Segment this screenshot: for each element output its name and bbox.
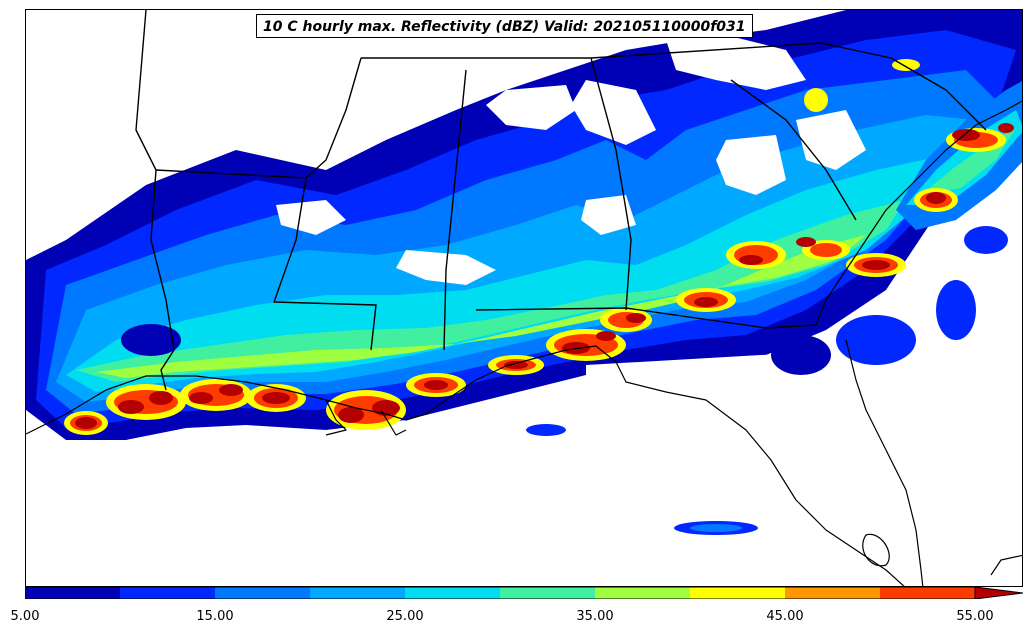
colorbar-segment — [25, 587, 121, 599]
reflectivity-map — [26, 10, 1022, 586]
scattered-cells — [121, 226, 1008, 535]
colorbar-segment — [215, 587, 311, 599]
colorbar-extend-arrow — [974, 587, 1023, 599]
colorbar-tick-label: 35.00 — [576, 609, 614, 624]
colorbar-segment — [500, 587, 596, 599]
map-frame — [25, 9, 1023, 587]
colorbar-segment — [310, 587, 406, 599]
coastline — [26, 100, 1022, 586]
colorbar-segment — [405, 587, 501, 599]
colorbar-segment — [595, 587, 691, 599]
clear-regions — [26, 35, 1022, 586]
reflectivity-band-main — [26, 10, 1022, 440]
colorbar-segment — [880, 587, 976, 599]
colorbar-tick-label: 5.00 — [10, 609, 40, 624]
map-title: 10 C hourly max. Reflectivity (dBZ) Vali… — [256, 14, 753, 38]
convective-cores — [64, 59, 1014, 435]
colorbar — [25, 587, 1023, 599]
colorbar-tick-label: 55.00 — [956, 609, 994, 624]
colorbar-tick-label: 25.00 — [386, 609, 424, 624]
colorbar-tick-label: 45.00 — [766, 609, 804, 624]
colorbar-segment — [690, 587, 786, 599]
colorbar-tick-label: 15.00 — [196, 609, 234, 624]
state-borders — [135, 10, 987, 391]
colorbar-segment — [785, 587, 881, 599]
colorbar-segment — [120, 587, 216, 599]
